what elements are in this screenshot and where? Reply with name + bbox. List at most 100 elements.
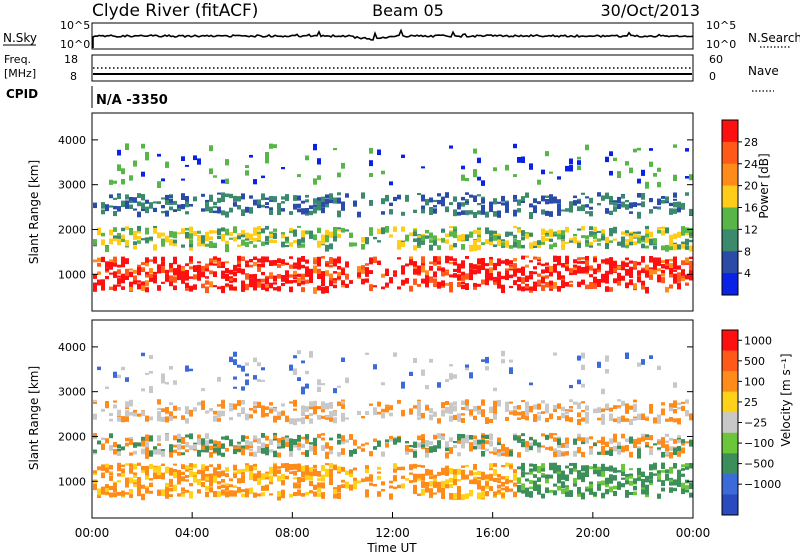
field-cell [481, 476, 485, 481]
field-cell [661, 260, 665, 263]
field-cell [637, 437, 641, 445]
field-cell [213, 175, 217, 178]
field-cell [421, 205, 425, 213]
field-cell [301, 256, 305, 262]
field-cell [169, 266, 173, 273]
field-cell [261, 433, 265, 438]
field-cell [201, 469, 205, 477]
power-ylabel: Slant Range [km] [27, 160, 41, 264]
nsearch-label: N.Search [748, 31, 800, 45]
field-cell [617, 406, 621, 409]
field-cell [421, 166, 425, 169]
field-cell [433, 199, 437, 202]
field-cell [269, 493, 273, 496]
field-cell [149, 386, 153, 393]
field-cell [689, 413, 693, 416]
field-cell [389, 277, 393, 284]
field-cell [605, 488, 609, 495]
field-cell [173, 415, 177, 419]
field-cell [109, 272, 113, 275]
field-cell [105, 467, 109, 473]
field-cell [441, 433, 445, 436]
field-cell [497, 211, 501, 218]
field-cell [249, 441, 253, 446]
field-cell [517, 228, 521, 233]
field-cell [101, 473, 105, 479]
field-cell [361, 243, 365, 250]
field-cell [425, 275, 429, 279]
field-cell [253, 401, 257, 405]
field-cell [537, 412, 541, 415]
field-cell [289, 230, 293, 234]
field-cell [381, 198, 385, 205]
field-cell [125, 200, 129, 205]
field-cell [101, 492, 105, 495]
field-cell [665, 452, 669, 456]
field-cell [569, 238, 573, 241]
field-cell [417, 410, 421, 417]
field-cell [545, 195, 549, 198]
field-cell [581, 235, 585, 239]
field-cell [677, 480, 681, 487]
field-cell [529, 274, 533, 279]
field-cell [585, 235, 589, 240]
field-cell [637, 147, 641, 151]
field-cell [241, 239, 245, 246]
field-cell [489, 418, 493, 424]
field-cell [129, 283, 133, 287]
field-cell [425, 235, 429, 239]
field-cell [521, 277, 525, 284]
field-cell [461, 271, 465, 279]
velocity-scatter-field [93, 350, 693, 501]
field-cell [377, 228, 381, 235]
field-cell [133, 409, 137, 413]
field-cell [249, 282, 253, 288]
field-cell [689, 274, 693, 281]
field-cell [645, 233, 649, 239]
field-cell [285, 463, 289, 467]
field-cell [493, 230, 497, 236]
field-cell [645, 270, 649, 277]
field-cell [153, 256, 157, 264]
field-cell [625, 233, 629, 237]
field-cell [533, 481, 537, 485]
field-cell [581, 279, 585, 285]
field-cell [597, 203, 601, 206]
field-cell [501, 359, 505, 364]
field-cell [649, 404, 653, 408]
field-cell [353, 477, 357, 484]
field-cell [161, 416, 165, 422]
field-cell [241, 435, 245, 442]
field-cell [113, 197, 117, 200]
field-cell [325, 263, 329, 266]
field-cell [589, 207, 593, 210]
field-cell [125, 492, 129, 495]
field-cell [453, 492, 457, 500]
field-cell [493, 211, 497, 217]
field-cell [337, 488, 341, 493]
field-cell [265, 284, 269, 292]
field-cell [325, 463, 329, 466]
field-cell [389, 485, 393, 489]
field-cell [437, 245, 441, 251]
field-cell [493, 244, 497, 247]
field-cell [593, 270, 597, 275]
field-cell [625, 403, 629, 410]
field-cell [97, 466, 101, 471]
field-cell [185, 270, 189, 275]
field-cell [681, 483, 685, 490]
field-cell [265, 485, 269, 491]
field-cell [265, 443, 269, 447]
field-cell [449, 244, 453, 251]
field-cell [253, 274, 257, 280]
field-cell [205, 205, 209, 212]
power-colorbar-swatch [722, 207, 738, 230]
field-cell [469, 194, 473, 198]
field-cell [477, 283, 481, 287]
field-cell [197, 449, 201, 457]
field-cell [649, 161, 653, 167]
field-cell [133, 412, 137, 417]
field-cell [589, 274, 593, 278]
field-cell [249, 465, 253, 470]
field-cell [537, 447, 541, 453]
